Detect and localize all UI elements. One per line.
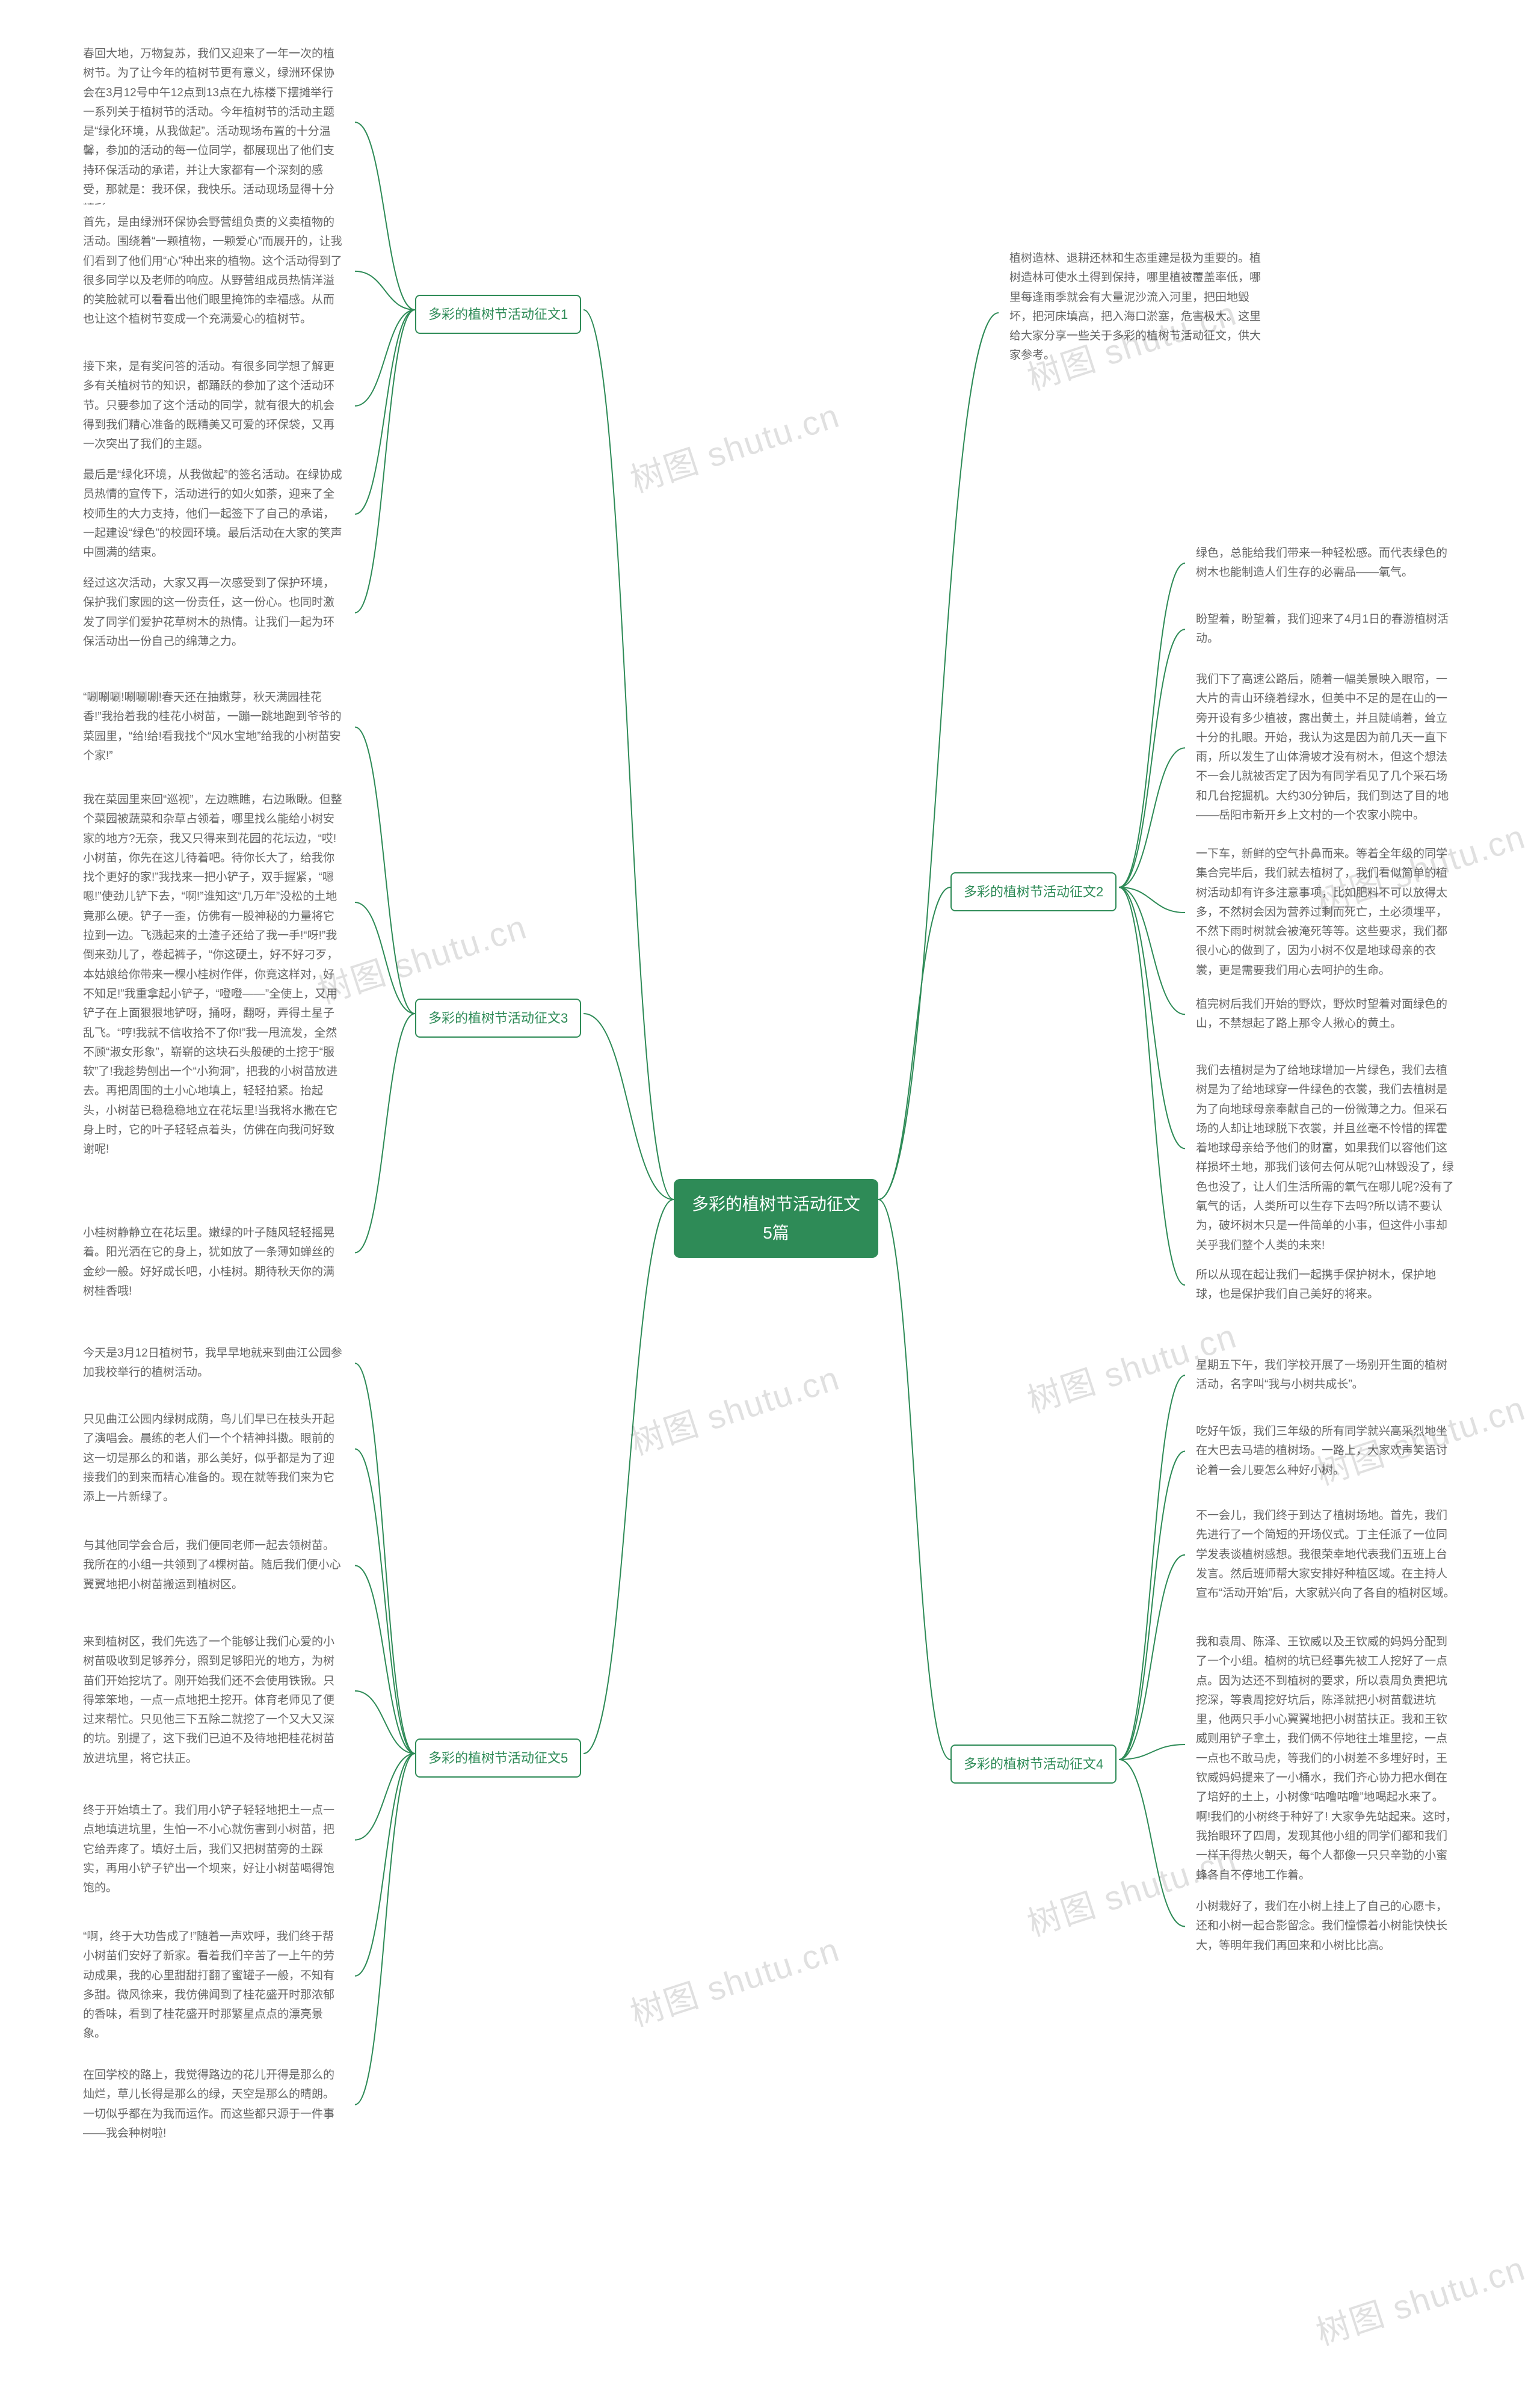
center-label: 多彩的植树节活动征文5篇: [692, 1195, 860, 1242]
branch-node: 多彩的植树节活动征文5: [415, 1738, 581, 1778]
leaf-node: 小桂树静静立在花坛里。嫩绿的叶子随风轻轻摇晃着。阳光洒在它的身上，犹如放了一条薄…: [72, 1215, 355, 1310]
leaf-text: 不一会儿，我们终于到达了植树场地。首先，我们先进行了一个简短的开场仪式。丁主任派…: [1196, 1509, 1455, 1600]
branch-label: 多彩的植树节活动征文2: [964, 884, 1103, 899]
leaf-text: 终于开始填土了。我们用小铲子轻轻地把土一点一点地填进坑里，生怕一不小心就伤害到小…: [83, 1804, 334, 1894]
watermark: 树图 shutu.cn: [623, 1923, 845, 2036]
leaf-node: 星期五下午，我们学校开展了一场别开生面的植树活动，名字叫“我与小树共成长”。: [1185, 1347, 1468, 1403]
leaf-node: 首先，是由绿洲环保协会野营组负责的义卖植物的活动。围绕着“一颗植物，一颗爱心”而…: [72, 205, 355, 338]
leaf-text: 今天是3月12日植树节，我早早地就来到曲江公园参加我校举行的植树活动。: [83, 1347, 342, 1379]
leaf-node: 吃好午饭，我们三年级的所有同学就兴高采烈地坐在大巴去马墙的植树场。一路上，大家欢…: [1185, 1414, 1468, 1489]
leaf-text: 小树栽好了，我们在小树上挂上了自己的心愿卡，还和小树一起合影留念。我们憧憬着小树…: [1196, 1900, 1447, 1952]
leaf-node: 我和袁周、陈泽、王钦威以及王钦威的妈妈分配到了一个小组。植树的坑已经事先被工人挖…: [1185, 1624, 1468, 1894]
branch-label: 多彩的植树节活动征文1: [428, 307, 568, 322]
leaf-text: “唰唰唰!唰唰唰!春天还在抽嫩芽，秋天满园桂花香!”我抬着我的桂花小树苗，一蹦一…: [83, 691, 342, 762]
leaf-node: 最后是“绿化环境，从我做起”的签名活动。在绿协成员热情的宣传下，活动进行的如火如…: [72, 457, 355, 571]
leaf-node: 终于开始填土了。我们用小铲子轻轻地把土一点一点地填进坑里，生怕一不小心就伤害到小…: [72, 1793, 355, 1906]
leaf-text: 植完树后我们开始的野炊，野炊时望着对面绿色的山，不禁想起了路上那令人揪心的黄土。: [1196, 998, 1447, 1030]
branch-label: 多彩的植树节活动征文4: [964, 1757, 1103, 1772]
leaf-text: 只见曲江公园内绿树成荫，鸟儿们早已在枝头开起了演唱会。晨练的老人们一个个精神抖擞…: [83, 1413, 334, 1503]
leaf-text: 来到植树区，我们先选了一个能够让我们心爱的小树苗吸收到足够养分，照到足够阳光的地…: [83, 1636, 334, 1765]
leaf-text: 小桂树静静立在花坛里。嫩绿的叶子随风轻轻摇晃着。阳光洒在它的身上，犹如放了一条薄…: [83, 1227, 334, 1298]
leaf-text: 吃好午饭，我们三年级的所有同学就兴高采烈地坐在大巴去马墙的植树场。一路上，大家欢…: [1196, 1425, 1447, 1477]
watermark: 树图 shutu.cn: [623, 389, 845, 502]
leaf-text: 所以从现在起让我们一起携手保护树木，保护地球，也是保护我们自己美好的将来。: [1196, 1269, 1436, 1301]
leaf-text: 我和袁周、陈泽、王钦威以及王钦威的妈妈分配到了一个小组。植树的坑已经事先被工人挖…: [1196, 1636, 1457, 1882]
leaf-text: 首先，是由绿洲环保协会野营组负责的义卖植物的活动。围绕着“一颗植物，一颗爱心”而…: [83, 216, 342, 325]
branch-label: 多彩的植树节活动征文5: [428, 1751, 568, 1766]
leaf-text: 一下车，新鲜的空气扑鼻而来。等着全年级的同学集合完毕后，我们就去植树了，我们看似…: [1196, 848, 1447, 977]
leaf-node: 一下车，新鲜的空气扑鼻而来。等着全年级的同学集合完毕后，我们就去植树了，我们看似…: [1185, 836, 1468, 989]
watermark: 树图 shutu.cn: [623, 1351, 845, 1465]
leaf-node: 在回学校的路上，我觉得路边的花儿开得是那么的灿烂，草儿长得是那么的绿，天空是那么…: [72, 2057, 355, 2152]
leaf-node: 我在菜园里来回“巡视”，左边瞧瞧，右边瞅瞅。但整个菜园被蔬菜和杂草占领着，哪里找…: [72, 782, 355, 1168]
leaf-node: 我们下了高速公路后，随着一幅美景映入眼帘，一大片的青山环绕着绿水，但美中不足的是…: [1185, 662, 1468, 834]
branch-node: 多彩的植树节活动征文4: [950, 1745, 1116, 1784]
leaf-node: 盼望着，盼望着，我们迎来了4月1日的春游植树活动。: [1185, 602, 1468, 657]
intro-node: 植树造林、退耕还林和生态重建是极为重要的。植树造林可使水土得到保持，哪里植被覆盖…: [999, 241, 1281, 374]
branch-node: 多彩的植树节活动征文3: [415, 999, 581, 1038]
leaf-text: 我在菜园里来回“巡视”，左边瞧瞧，右边瞅瞅。但整个菜园被蔬菜和杂草占领着，哪里找…: [83, 793, 342, 1156]
watermark: 树图 shutu.cn: [1309, 2241, 1531, 2355]
leaf-text: 经过这次活动，大家又再一次感受到了保护环境，保护我们家园的这一份责任，这一份心。…: [83, 577, 334, 648]
leaf-node: 不一会儿，我们终于到达了植树场地。首先，我们先进行了一个简短的开场仪式。丁主任派…: [1185, 1498, 1468, 1612]
leaf-text: 我们去植树是为了给地球增加一片绿色，我们去植树是为了给地球穿一件绿色的衣裳，我们…: [1196, 1064, 1454, 1252]
branch-label: 多彩的植树节活动征文3: [428, 1011, 568, 1026]
leaf-text: 最后是“绿化环境，从我做起”的签名活动。在绿协成员热情的宣传下，活动进行的如火如…: [83, 469, 342, 559]
leaf-node: 植完树后我们开始的野炊，野炊时望着对面绿色的山，不禁想起了路上那令人揪心的黄土。: [1185, 987, 1468, 1042]
leaf-node: 经过这次活动，大家又再一次感受到了保护环境，保护我们家园的这一份责任，这一份心。…: [72, 565, 355, 660]
branch-node: 多彩的植树节活动征文2: [950, 872, 1116, 911]
leaf-node: 与其他同学会合后，我们便同老师一起去领树苗。我所在的小组一共领到了4棵树苗。随后…: [72, 1528, 355, 1603]
leaf-node: 绿色，总能给我们带来一种轻松感。而代表绿色的树木也能制造人们生存的必需品——氧气…: [1185, 535, 1468, 591]
leaf-text: 星期五下午，我们学校开展了一场别开生面的植树活动，名字叫“我与小树共成长”。: [1196, 1359, 1447, 1391]
center-node: 多彩的植树节活动征文5篇: [674, 1179, 878, 1258]
leaf-node: 今天是3月12日植树节，我早早地就来到曲江公园参加我校举行的植树活动。: [72, 1335, 355, 1391]
leaf-node: 我们去植树是为了给地球增加一片绿色，我们去植树是为了给地球穿一件绿色的衣裳，我们…: [1185, 1053, 1468, 1264]
intro-text: 植树造林、退耕还林和生态重建是极为重要的。植树造林可使水土得到保持，哪里植被覆盖…: [1009, 252, 1261, 362]
leaf-node: 接下来，是有奖问答的活动。有很多同学想了解更多有关植树节的知识，都踊跃的参加了这…: [72, 349, 355, 463]
leaf-node: 春回大地，万物复苏，我们又迎来了一年一次的植树节。为了让今年的植树节更有意义，绿…: [72, 36, 355, 228]
leaf-text: 春回大地，万物复苏，我们又迎来了一年一次的植树节。为了让今年的植树节更有意义，绿…: [83, 48, 334, 215]
leaf-node: 所以从现在起让我们一起携手保护树木，保护地球，也是保护我们自己美好的将来。: [1185, 1257, 1468, 1313]
leaf-node: 小树栽好了，我们在小树上挂上了自己的心愿卡，还和小树一起合影留念。我们憧憬着小树…: [1185, 1889, 1468, 1964]
leaf-node: 来到植树区，我们先选了一个能够让我们心爱的小树苗吸收到足够养分，照到足够阳光的地…: [72, 1624, 355, 1777]
leaf-node: “啊，终于大功告成了!”随着一声欢呼，我们终于帮小树苗们安好了新家。看着我们辛苦…: [72, 1919, 355, 2052]
leaf-text: 绿色，总能给我们带来一种轻松感。而代表绿色的树木也能制造人们生存的必需品——氧气…: [1196, 547, 1447, 579]
leaf-text: 盼望着，盼望着，我们迎来了4月1日的春游植树活动。: [1196, 613, 1449, 645]
leaf-node: 只见曲江公园内绿树成荫，鸟儿们早已在枝头开起了演唱会。晨练的老人们一个个精神抖擞…: [72, 1402, 355, 1515]
branch-node: 多彩的植树节活动征文1: [415, 295, 581, 334]
leaf-text: 与其他同学会合后，我们便同老师一起去领树苗。我所在的小组一共领到了4棵树苗。随后…: [83, 1539, 341, 1591]
leaf-text: 接下来，是有奖问答的活动。有很多同学想了解更多有关植树节的知识，都踊跃的参加了这…: [83, 360, 334, 451]
leaf-text: 我们下了高速公路后，随着一幅美景映入眼帘，一大片的青山环绕着绿水，但美中不足的是…: [1196, 673, 1449, 822]
leaf-text: 在回学校的路上，我觉得路边的花儿开得是那么的灿烂，草儿长得是那么的绿，天空是那么…: [83, 2069, 334, 2140]
leaf-text: “啊，终于大功告成了!”随着一声欢呼，我们终于帮小树苗们安好了新家。看着我们辛苦…: [83, 1930, 334, 2040]
leaf-node: “唰唰唰!唰唰唰!春天还在抽嫩芽，秋天满园桂花香!”我抬着我的桂花小树苗，一蹦一…: [72, 680, 355, 774]
